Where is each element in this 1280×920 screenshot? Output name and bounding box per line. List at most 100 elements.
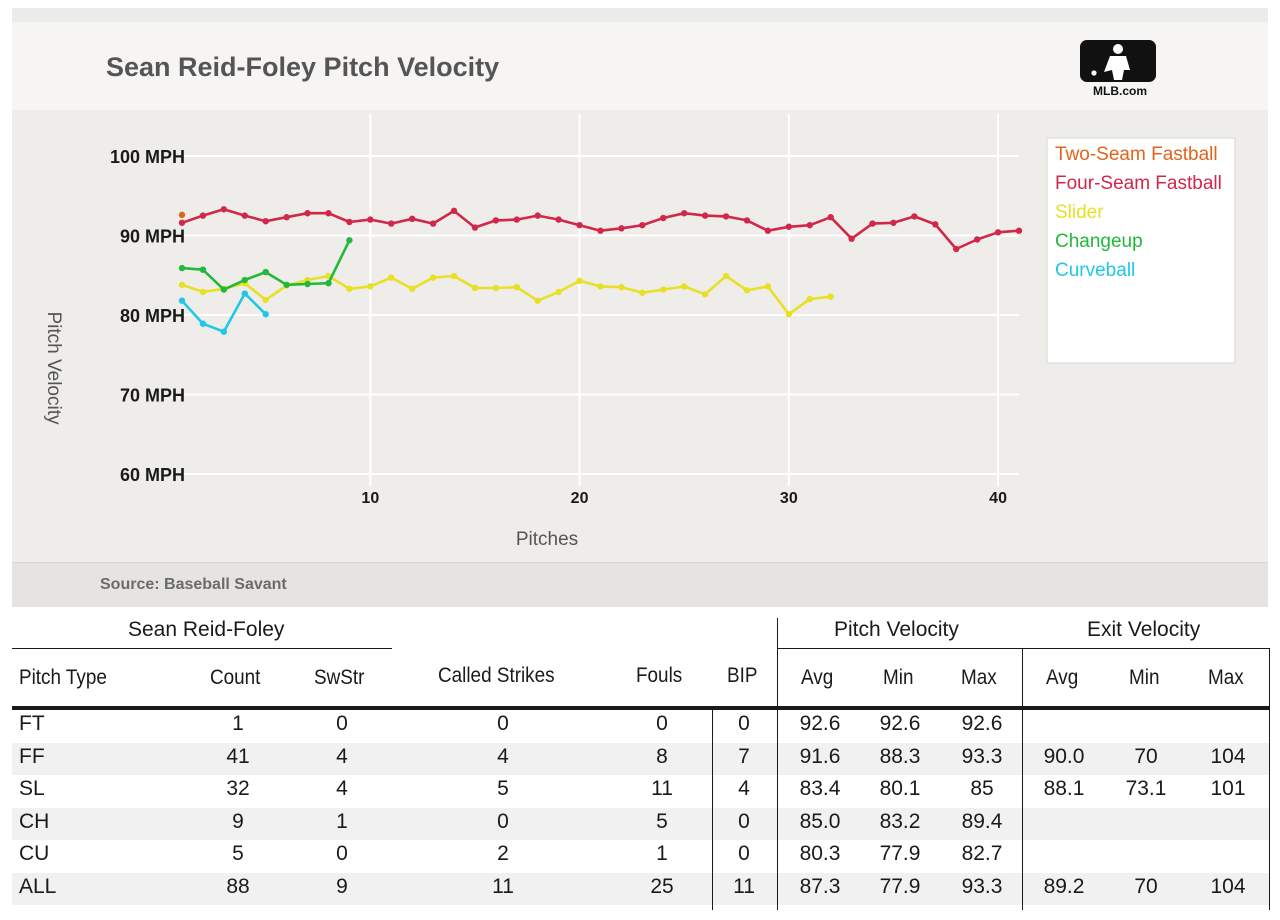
- data-point[interactable]: [701, 291, 709, 298]
- data-point[interactable]: [555, 288, 562, 296]
- data-point[interactable]: [220, 328, 228, 335]
- data-point[interactable]: [262, 217, 269, 225]
- data-point[interactable]: [262, 268, 269, 276]
- data-point[interactable]: [325, 280, 332, 287]
- data-point[interactable]: [869, 220, 876, 227]
- legend-item[interactable]: Four-Seam Fastball: [1055, 173, 1222, 194]
- cell-pv-min: 88.3: [879, 744, 921, 768]
- legend-item[interactable]: Changeup: [1055, 231, 1143, 252]
- data-point[interactable]: [178, 264, 186, 272]
- data-point[interactable]: [408, 215, 416, 223]
- data-point[interactable]: [325, 210, 332, 217]
- data-point[interactable]: [743, 217, 751, 224]
- data-point[interactable]: [283, 281, 290, 288]
- data-point[interactable]: [785, 223, 793, 230]
- legend-item[interactable]: Slider: [1055, 202, 1104, 223]
- y-axis-title: Pitch Velocity: [43, 312, 64, 425]
- data-point[interactable]: [178, 219, 186, 226]
- data-point[interactable]: [576, 277, 583, 285]
- data-point[interactable]: [262, 311, 269, 318]
- data-point[interactable]: [388, 220, 395, 227]
- cell-pitch-type: CU: [19, 842, 50, 866]
- data-point[interactable]: [199, 212, 207, 219]
- data-point[interactable]: [911, 213, 918, 220]
- header-rule: [12, 706, 1270, 710]
- data-point[interactable]: [764, 283, 772, 290]
- data-point[interactable]: [241, 290, 248, 297]
- data-point[interactable]: [806, 295, 813, 303]
- data-point[interactable]: [660, 286, 667, 293]
- data-point[interactable]: [597, 283, 604, 290]
- data-point[interactable]: [513, 283, 520, 291]
- x-axis-title: Pitches: [516, 529, 578, 550]
- data-point[interactable]: [764, 227, 772, 234]
- data-point[interactable]: [492, 217, 500, 224]
- y-tick-label: 100 MPH: [110, 147, 185, 167]
- data-point[interactable]: [513, 216, 520, 223]
- data-point[interactable]: [534, 212, 541, 219]
- data-point[interactable]: [639, 221, 646, 229]
- data-point[interactable]: [743, 287, 751, 294]
- data-point[interactable]: [722, 272, 730, 280]
- data-point[interactable]: [555, 216, 562, 223]
- data-point[interactable]: [576, 221, 583, 229]
- data-point[interactable]: [827, 214, 834, 221]
- data-point[interactable]: [367, 216, 374, 223]
- data-point[interactable]: [471, 284, 479, 292]
- data-point[interactable]: [199, 266, 207, 273]
- data-point[interactable]: [241, 276, 248, 284]
- source-band: Source: Baseball Savant: [12, 562, 1268, 607]
- data-point[interactable]: [241, 212, 248, 219]
- data-point[interactable]: [220, 206, 228, 213]
- data-point[interactable]: [408, 285, 416, 292]
- legend-item[interactable]: Curveball: [1055, 260, 1135, 281]
- data-point[interactable]: [492, 284, 500, 292]
- data-point[interactable]: [806, 221, 813, 229]
- data-point[interactable]: [534, 297, 541, 304]
- data-point[interactable]: [681, 283, 688, 290]
- data-point[interactable]: [388, 274, 395, 281]
- data-point[interactable]: [346, 285, 353, 292]
- data-point[interactable]: [722, 213, 730, 220]
- data-point[interactable]: [973, 236, 981, 243]
- data-point[interactable]: [618, 283, 625, 291]
- data-point[interactable]: [471, 224, 479, 231]
- data-point[interactable]: [304, 280, 311, 288]
- data-point[interactable]: [1015, 227, 1023, 234]
- data-point[interactable]: [827, 293, 834, 300]
- data-point[interactable]: [994, 229, 1002, 236]
- legend-item[interactable]: Two-Seam Fastball: [1055, 144, 1218, 165]
- data-point[interactable]: [199, 320, 207, 327]
- data-point[interactable]: [429, 274, 437, 281]
- data-point[interactable]: [660, 214, 667, 222]
- data-point[interactable]: [597, 227, 604, 234]
- data-point[interactable]: [890, 219, 897, 226]
- legend-items: Two-Seam Fastball Four-Seam Fastball Slide…: [1055, 144, 1222, 281]
- data-point[interactable]: [639, 289, 646, 296]
- data-point[interactable]: [932, 221, 939, 228]
- data-point[interactable]: [178, 281, 186, 288]
- data-point[interactable]: [450, 272, 458, 280]
- data-point[interactable]: [953, 245, 960, 253]
- cell-called: 5: [497, 777, 509, 801]
- col-fouls: Fouls: [636, 664, 683, 687]
- data-point[interactable]: [681, 210, 688, 217]
- cell-pv-min: 80.1: [879, 777, 921, 801]
- data-point[interactable]: [848, 235, 855, 242]
- data-point[interactable]: [450, 207, 458, 215]
- data-point[interactable]: [283, 214, 290, 221]
- data-point[interactable]: [785, 311, 793, 318]
- data-point[interactable]: [178, 211, 186, 219]
- data-point[interactable]: [346, 218, 353, 226]
- data-point[interactable]: [220, 286, 228, 293]
- data-point[interactable]: [262, 296, 269, 304]
- data-point[interactable]: [701, 212, 709, 219]
- data-point[interactable]: [429, 220, 437, 227]
- data-point[interactable]: [346, 237, 353, 244]
- data-point[interactable]: [367, 283, 374, 290]
- data-point[interactable]: [178, 297, 186, 304]
- data-point[interactable]: [304, 210, 311, 217]
- data-point[interactable]: [618, 225, 625, 232]
- data-point[interactable]: [199, 288, 207, 296]
- col-swstr: SwStr: [314, 666, 365, 689]
